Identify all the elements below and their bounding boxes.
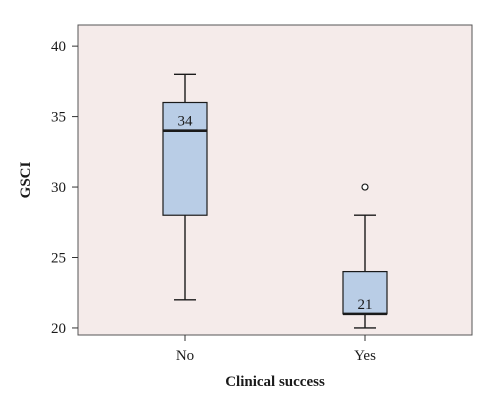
x-tick-label: Yes xyxy=(354,348,376,364)
box-no: 34 xyxy=(162,73,208,301)
plot-area xyxy=(77,24,473,336)
median-label: 34 xyxy=(178,114,194,130)
x-tick-label: No xyxy=(176,348,194,364)
y-axis: 20 25 30 35 40 No Yes xyxy=(51,39,376,364)
boxes: 34 21 xyxy=(162,73,388,329)
y-tick-label: 35 xyxy=(51,110,66,126)
y-tick-label: 20 xyxy=(51,321,66,337)
median-label: 21 xyxy=(358,297,373,313)
iqr-box xyxy=(162,101,208,216)
y-tick-label: 40 xyxy=(51,39,66,55)
y-tick-label: 25 xyxy=(51,251,66,267)
box-yes: 21 xyxy=(342,183,388,329)
outlier-point xyxy=(361,183,369,191)
y-axis-title: GSCI xyxy=(18,162,34,199)
x-axis-title: Clinical success xyxy=(225,374,325,390)
y-tick-label: 30 xyxy=(51,180,66,196)
